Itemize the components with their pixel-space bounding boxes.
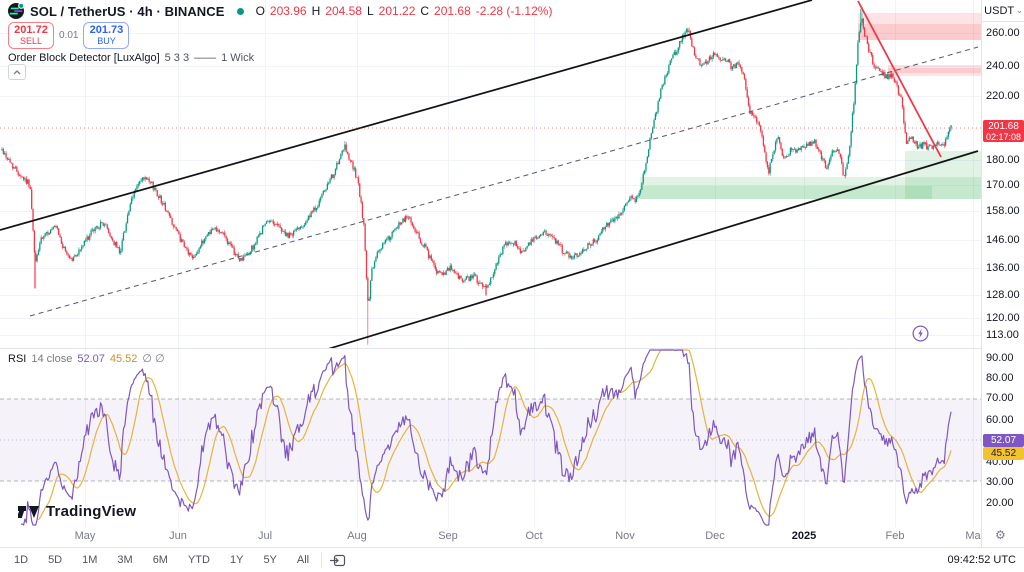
spread-value: 0.01 [59, 30, 79, 41]
trade-widget: 201.72 SELL 0.01 201.73 BUY [8, 22, 130, 49]
collapse-legend-button[interactable] [8, 64, 26, 80]
range-button-5d[interactable]: 5D [48, 554, 63, 566]
lightning-icon [912, 325, 929, 342]
range-button-5y[interactable]: 5Y [263, 554, 277, 566]
clock-utc[interactable]: 09:42:52 UTC [947, 554, 1016, 566]
time-axis-month-label: Sep [438, 530, 458, 542]
ohlc-high-key: H [311, 4, 321, 18]
rsi-tick: 80.00 [986, 372, 1014, 384]
time-axis-month-label: Jun [169, 530, 187, 542]
chevron-up-icon [13, 69, 21, 74]
rsi-axis-label: 52.07 [983, 434, 1024, 447]
rsi-name: RSI [8, 352, 27, 365]
ohlc-high: 204.58 [325, 4, 362, 18]
go-to-date-button[interactable] [330, 553, 346, 568]
indicator-params: 5 3 3 [164, 52, 190, 64]
range-button-all[interactable]: All [296, 554, 310, 566]
indicator-title: Order Block Detector [LuxAlgo] [8, 52, 160, 64]
gear-icon[interactable]: ⚙ [995, 528, 1006, 542]
ohlc-close: 201.68 [434, 4, 471, 18]
price-axis[interactable]: USDT ⌄ 260.00 240.00 220.00 180.00 170.00 158… [981, 0, 1024, 547]
time-axis-month-label: Oct [525, 530, 543, 542]
price-tick: 120.00 [986, 312, 1020, 324]
price-tick: 136.00 [986, 262, 1020, 274]
time-axis-labels: May Jun Jul Aug Sep Oct Nov Dec 2025 Feb Ma [0, 527, 1024, 546]
indicator-line-style: —— [194, 52, 217, 64]
currency-selector[interactable]: USDT ⌄ [982, 0, 1024, 22]
time-axis-month-label: Jul [257, 530, 273, 542]
ohlc-close-key: C [420, 4, 430, 18]
candle-countdown: 02:17:08 [985, 132, 1022, 142]
rsi-tick: 60.00 [986, 414, 1014, 426]
sell-button[interactable]: 201.72 SELL [8, 22, 54, 49]
last-price-value: 201.68 [988, 121, 1019, 132]
ohlc-open: 203.96 [269, 4, 307, 18]
range-button-3m[interactable]: 3M [117, 554, 133, 566]
range-button-6m[interactable]: 6M [152, 554, 168, 566]
ohlc-low: 201.22 [378, 4, 416, 18]
range-button-1d[interactable]: 1D [14, 554, 29, 566]
market-status-dot [236, 7, 244, 15]
symbol-title[interactable]: SOL / TetherUS · 4h · BINANCE [30, 3, 225, 19]
buy-price: 201.73 [89, 24, 124, 36]
chevron-down-icon: ⌄ [1016, 6, 1023, 15]
toolbar-divider [321, 553, 323, 567]
price-tick: 240.00 [986, 60, 1020, 72]
range-button-ytd[interactable]: YTD [187, 554, 210, 566]
price-tick: 260.00 [986, 27, 1020, 39]
rsi-tick: 30.00 [986, 476, 1014, 488]
tradingview-logo-text: TradingView [46, 503, 137, 520]
ohlc-change: -2.28 (-1.12%) [475, 4, 553, 18]
price-tick: 180.00 [986, 154, 1020, 166]
buy-button[interactable]: 201.73 BUY [83, 22, 130, 49]
ohlc-low-key: L [366, 4, 374, 18]
time-axis-month-label: Dec [705, 530, 725, 542]
price-tick: 113.00 [986, 329, 1019, 341]
rsi-ma-axis-label: 45.52 [983, 447, 1024, 460]
price-tick: 220.00 [986, 90, 1020, 102]
tradingview-logo[interactable]: TradingView [18, 503, 136, 520]
rsi-value: 52.07 [77, 352, 105, 365]
time-axis-month-label: Nov [615, 530, 635, 542]
rsi-extra-values: ∅ ∅ [142, 353, 165, 365]
indicator-wick-param: 1 Wick [221, 52, 255, 64]
time-axis-month-label: Feb [885, 530, 905, 542]
time-axis-month-label: Aug [347, 530, 367, 542]
time-axis-year-label: 2025 [791, 530, 817, 542]
rsi-tick: 20.00 [986, 497, 1014, 509]
bottom-toolbar: 1D 5D 1M 3M 6M YTD 1Y 5Y All 09:42:52 UTC [0, 547, 1024, 572]
range-button-1y[interactable]: 1Y [229, 554, 244, 566]
indicator-legend[interactable]: Order Block Detector [LuxAlgo] 5 3 3 —— … [8, 52, 254, 64]
price-chart-canvas[interactable] [0, 0, 981, 348]
price-tick: 158.00 [986, 205, 1020, 217]
pane-separator[interactable] [0, 348, 1024, 349]
sell-label: SELL [19, 35, 43, 46]
solana-coin-icon [8, 2, 25, 19]
time-axis-month-label: Ma [965, 530, 981, 542]
rsi-tick: 70.00 [986, 392, 1014, 404]
rsi-params: 14 close [31, 352, 73, 365]
price-tick: 128.00 [986, 289, 1020, 301]
lightning-button[interactable] [912, 325, 929, 342]
rsi-pane-canvas[interactable] [0, 348, 981, 527]
last-price-label: 201.68 02:17:08 [983, 120, 1024, 142]
sell-price: 201.72 [14, 24, 48, 36]
currency-label: USDT [984, 4, 1015, 17]
calendar-arrow-icon [330, 554, 346, 566]
price-tick: 146.00 [986, 234, 1020, 246]
ohlc-open-key: O [255, 4, 265, 18]
tradingview-mark-icon [18, 505, 39, 518]
ohlc-values: O 203.96 H 204.58 L 201.22 C 201.68 -2.28 (-… [256, 4, 553, 18]
rsi-ma-value: 45.52 [109, 352, 138, 365]
buy-label: BUY [97, 35, 116, 46]
range-buttons: 1D 5D 1M 3M 6M YTD 1Y 5Y All [8, 552, 315, 568]
rsi-tick: 90.00 [986, 352, 1014, 364]
rsi-legend[interactable]: RSI 14 close 52.07 45.52 ∅ ∅ [8, 352, 165, 366]
time-axis-month-label: May [74, 530, 96, 542]
price-tick: 170.00 [986, 179, 1020, 191]
range-button-1m[interactable]: 1M [82, 554, 98, 566]
